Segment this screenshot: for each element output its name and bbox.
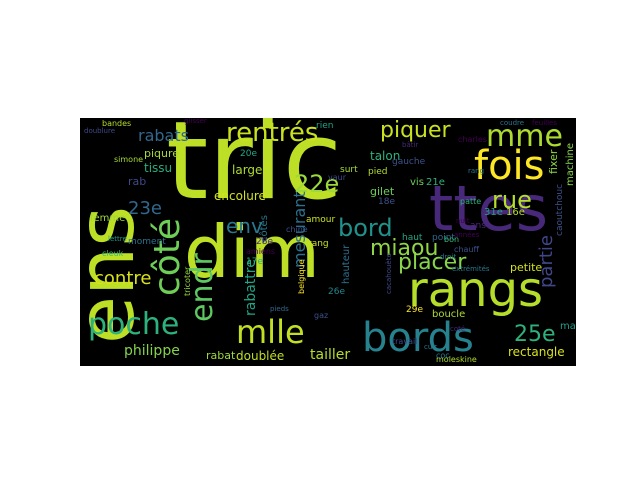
cloud-word: boucle — [432, 309, 466, 320]
cloud-word: ans — [470, 221, 486, 231]
cloud-word: miaou — [370, 236, 439, 261]
cloud-word: piqure — [144, 147, 180, 160]
cloud-word: cuir — [424, 343, 438, 351]
cloud-word: charles — [458, 135, 487, 144]
cloud-word: piquer — [380, 118, 451, 143]
cloud-word: tissu — [144, 161, 173, 175]
cloud-word: placer — [398, 250, 467, 275]
cloud-word: fois — [474, 143, 545, 189]
cloud-word: 16e — [506, 207, 525, 218]
cloud-word: simone — [114, 155, 144, 164]
cloud-word: point — [432, 233, 455, 243]
cloud-word: 26e — [328, 287, 345, 297]
cloud-word: 17e — [246, 257, 263, 267]
cloud-word: rabattre — [243, 259, 259, 316]
cloud-word: rue — [492, 186, 532, 214]
cloud-word: rab — [128, 175, 147, 188]
cloud-word: philippe — [124, 343, 180, 359]
cloud-word: moment — [128, 237, 166, 247]
cloud-word: surt — [340, 165, 358, 175]
cloud-word: coté — [450, 325, 466, 333]
cloud-word: gaz — [314, 311, 329, 320]
cloud-word: belgique — [297, 259, 306, 294]
cloud-word: env — [226, 214, 263, 238]
cloud-word: vaur — [328, 173, 346, 182]
cloud-word: bord — [338, 214, 393, 242]
cloud-word: 29e — [406, 305, 423, 315]
cloud-word: côté — [147, 217, 188, 296]
cloud-word: talon — [370, 149, 401, 163]
cloud-word: bandes — [102, 119, 132, 128]
cloud-word: chauff — [454, 245, 479, 254]
cloud-word: 25e — [514, 322, 556, 347]
word-cloud: tric dim ens ttes rangs bords poche fois mme côté… — [80, 118, 576, 366]
cloud-word: doublée — [236, 349, 285, 363]
cloud-word: petite — [510, 261, 543, 274]
cloud-word: cleuk — [102, 249, 124, 258]
cloud-word: glisser — [184, 118, 207, 125]
cloud-word: haut — [402, 233, 423, 243]
cloud-word: nuit — [456, 217, 470, 225]
cloud-word: 20e — [240, 149, 257, 159]
cloud-word: mari — [560, 321, 576, 332]
cloud-word: patte — [460, 197, 482, 206]
cloud-word: cacahouète — [385, 253, 393, 294]
cloud-word: coc — [436, 351, 450, 360]
cloud-word: vis — [410, 177, 424, 188]
cloud-word: tricoter — [183, 266, 192, 296]
cloud-word: poche — [88, 307, 180, 342]
cloud-word: droit — [440, 253, 457, 261]
cloud-word: 31e — [484, 207, 503, 218]
cloud-word: rentrés — [226, 118, 319, 148]
cloud-word: caoutchouc — [555, 183, 565, 236]
cloud-word: amiens — [246, 247, 276, 256]
cloud-word: 22e — [294, 170, 340, 198]
cloud-word: pieds — [270, 305, 289, 313]
cloud-word: tailler — [310, 347, 351, 363]
cloud-word: mme — [486, 119, 563, 154]
cloud-word: femme — [90, 213, 126, 224]
cloud-word: tric — [166, 118, 343, 224]
cloud-word: moleskine — [436, 355, 477, 364]
cloud-word: 28e — [256, 237, 273, 247]
cloud-word: extrémités — [452, 265, 490, 273]
cloud-word: endr — [185, 253, 220, 322]
cloud-word: rien — [316, 121, 334, 131]
cloud-word: hauteur — [341, 244, 352, 284]
cloud-word: encolure — [214, 189, 266, 203]
cloud-word: bords — [362, 315, 474, 361]
cloud-word: rang — [468, 167, 485, 175]
cloud-word: bâtir — [402, 141, 419, 149]
cloud-word: 18e — [378, 197, 395, 207]
cloud-word: feuilles — [532, 119, 557, 127]
cloud-word: contre — [94, 268, 152, 289]
cloud-word: chine — [286, 225, 308, 234]
cloud-word: années — [454, 231, 480, 239]
cloud-word: amour — [306, 215, 336, 225]
cloud-word: gauche — [392, 157, 426, 167]
cloud-word: pied — [368, 167, 388, 177]
cloud-word: mlle — [236, 313, 305, 351]
cloud-word: 23e — [128, 198, 162, 219]
cloud-word: dim — [184, 210, 320, 294]
cloud-word: rabats — [138, 126, 189, 145]
cloud-word: coudre — [500, 119, 525, 127]
cloud-word: doublure — [84, 127, 116, 135]
cloud-word: rang — [308, 239, 329, 249]
cloud-word: bon — [444, 235, 460, 244]
cloud-word: ttes — [429, 172, 549, 245]
cloud-word: fixer — [547, 149, 560, 174]
cloud-word: gilet — [370, 185, 395, 198]
cloud-word: rabat — [206, 349, 236, 362]
cloud-word: travail — [392, 337, 418, 346]
cloud-word: lettre — [108, 235, 127, 243]
cloud-word: 21e — [426, 177, 445, 188]
cloud-word: rangs — [408, 262, 544, 318]
cloud-word: machine — [565, 143, 576, 186]
cloud-word: rectangle — [508, 345, 565, 359]
cloud-word: large — [232, 163, 263, 177]
